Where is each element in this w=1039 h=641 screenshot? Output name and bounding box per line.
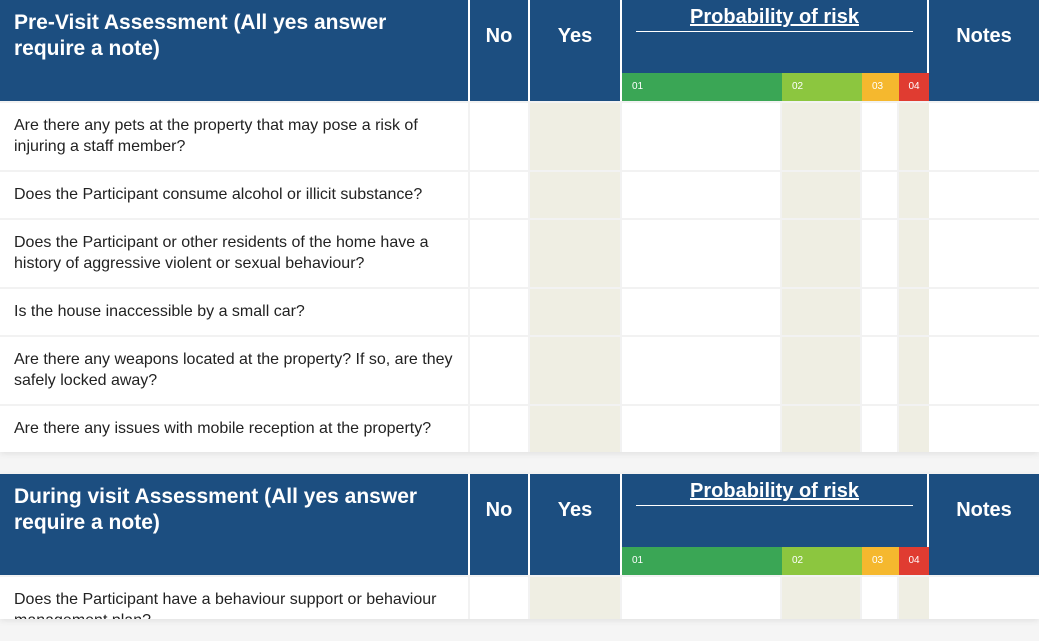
pre-visit-table: Pre-Visit Assessment (All yes answer req… <box>0 0 1039 452</box>
risk-1-cell[interactable] <box>622 577 782 620</box>
table-row: Are there any pets at the property that … <box>0 101 1039 170</box>
header-yes: Yes <box>530 474 622 547</box>
header-notes: Notes <box>929 0 1039 73</box>
risk-4-cell[interactable] <box>899 289 929 335</box>
header-title: During visit Assessment (All yes answer … <box>0 474 470 547</box>
risk-2-cell[interactable] <box>782 406 862 452</box>
no-cell[interactable] <box>470 220 530 287</box>
risk-cell <box>622 337 929 404</box>
risk-level-2: 02 <box>782 547 862 575</box>
no-cell[interactable] <box>470 577 530 620</box>
risk-2-cell[interactable] <box>782 172 862 218</box>
notes-cell[interactable] <box>929 172 1039 218</box>
notes-cell[interactable] <box>929 577 1039 620</box>
risk-level-1: 01 <box>622 547 782 575</box>
risk-2-cell[interactable] <box>782 337 862 404</box>
yes-cell[interactable] <box>530 289 622 335</box>
question-text: Are there any pets at the property that … <box>0 103 470 170</box>
risk-level-3: 03 <box>862 73 899 101</box>
no-cell[interactable] <box>470 337 530 404</box>
no-cell[interactable] <box>470 103 530 170</box>
risk-4-cell[interactable] <box>899 220 929 287</box>
yes-cell[interactable] <box>530 406 622 452</box>
header-no: No <box>470 0 530 73</box>
question-text: Does the Participant consume alcohol or … <box>0 172 470 218</box>
question-text: Does the Participant have a behaviour su… <box>0 577 470 620</box>
notes-cell[interactable] <box>929 103 1039 170</box>
question-text: Does the Participant or other residents … <box>0 220 470 287</box>
table-row: Does the Participant consume alcohol or … <box>0 170 1039 218</box>
risk-4-cell[interactable] <box>899 337 929 404</box>
table-row: Is the house inaccessible by a small car… <box>0 287 1039 335</box>
risk-3-cell[interactable] <box>862 220 899 287</box>
header-title: Pre-Visit Assessment (All yes answer req… <box>0 0 470 73</box>
risk-3-cell[interactable] <box>862 406 899 452</box>
header-risk: Probability of risk <box>622 0 929 73</box>
header-risk-label: Probability of risk <box>636 474 913 506</box>
table-row: Does the Participant have a behaviour su… <box>0 575 1039 620</box>
header-yes: Yes <box>530 0 622 73</box>
table-row: Are there any weapons located at the pro… <box>0 335 1039 404</box>
risk-3-cell[interactable] <box>862 289 899 335</box>
notes-cell[interactable] <box>929 220 1039 287</box>
risk-level-4: 04 <box>899 547 929 575</box>
risk-cell <box>622 172 929 218</box>
no-cell[interactable] <box>470 406 530 452</box>
table-row: Does the Participant or other residents … <box>0 218 1039 287</box>
risk-4-cell[interactable] <box>899 577 929 620</box>
risk-cell <box>622 289 929 335</box>
header-no: No <box>470 474 530 547</box>
yes-cell[interactable] <box>530 220 622 287</box>
risk-1-cell[interactable] <box>622 220 782 287</box>
risk-level-2: 02 <box>782 73 862 101</box>
risk-2-cell[interactable] <box>782 577 862 620</box>
risk-2-cell[interactable] <box>782 220 862 287</box>
notes-cell[interactable] <box>929 337 1039 404</box>
risk-level-3: 03 <box>862 547 899 575</box>
risk-1-cell[interactable] <box>622 289 782 335</box>
risk-4-cell[interactable] <box>899 406 929 452</box>
risk-4-cell[interactable] <box>899 172 929 218</box>
risk-1-cell[interactable] <box>622 172 782 218</box>
risk-3-cell[interactable] <box>862 577 899 620</box>
risk-legend-row: 01 02 03 04 <box>0 73 1039 101</box>
risk-cell <box>622 577 929 620</box>
question-text: Is the house inaccessible by a small car… <box>0 289 470 335</box>
yes-cell[interactable] <box>530 577 622 620</box>
header-risk-label: Probability of risk <box>636 0 913 32</box>
during-visit-table: During visit Assessment (All yes answer … <box>0 474 1039 619</box>
header-notes: Notes <box>929 474 1039 547</box>
risk-3-cell[interactable] <box>862 172 899 218</box>
risk-2-cell[interactable] <box>782 103 862 170</box>
table-header-row: Pre-Visit Assessment (All yes answer req… <box>0 0 1039 73</box>
risk-cell <box>622 103 929 170</box>
risk-1-cell[interactable] <box>622 103 782 170</box>
risk-1-cell[interactable] <box>622 406 782 452</box>
table-header-row: During visit Assessment (All yes answer … <box>0 474 1039 547</box>
question-text: Are there any weapons located at the pro… <box>0 337 470 404</box>
risk-3-cell[interactable] <box>862 337 899 404</box>
risk-3-cell[interactable] <box>862 103 899 170</box>
yes-cell[interactable] <box>530 337 622 404</box>
question-text: Are there any issues with mobile recepti… <box>0 406 470 452</box>
risk-4-cell[interactable] <box>899 103 929 170</box>
table-row: Are there any issues with mobile recepti… <box>0 404 1039 452</box>
risk-1-cell[interactable] <box>622 337 782 404</box>
notes-cell[interactable] <box>929 289 1039 335</box>
risk-2-cell[interactable] <box>782 289 862 335</box>
risk-legend-row: 01 02 03 04 <box>0 547 1039 575</box>
risk-level-1: 01 <box>622 73 782 101</box>
yes-cell[interactable] <box>530 172 622 218</box>
header-risk: Probability of risk <box>622 474 929 547</box>
notes-cell[interactable] <box>929 406 1039 452</box>
risk-cell <box>622 406 929 452</box>
risk-level-4: 04 <box>899 73 929 101</box>
risk-cell <box>622 220 929 287</box>
no-cell[interactable] <box>470 289 530 335</box>
no-cell[interactable] <box>470 172 530 218</box>
yes-cell[interactable] <box>530 103 622 170</box>
